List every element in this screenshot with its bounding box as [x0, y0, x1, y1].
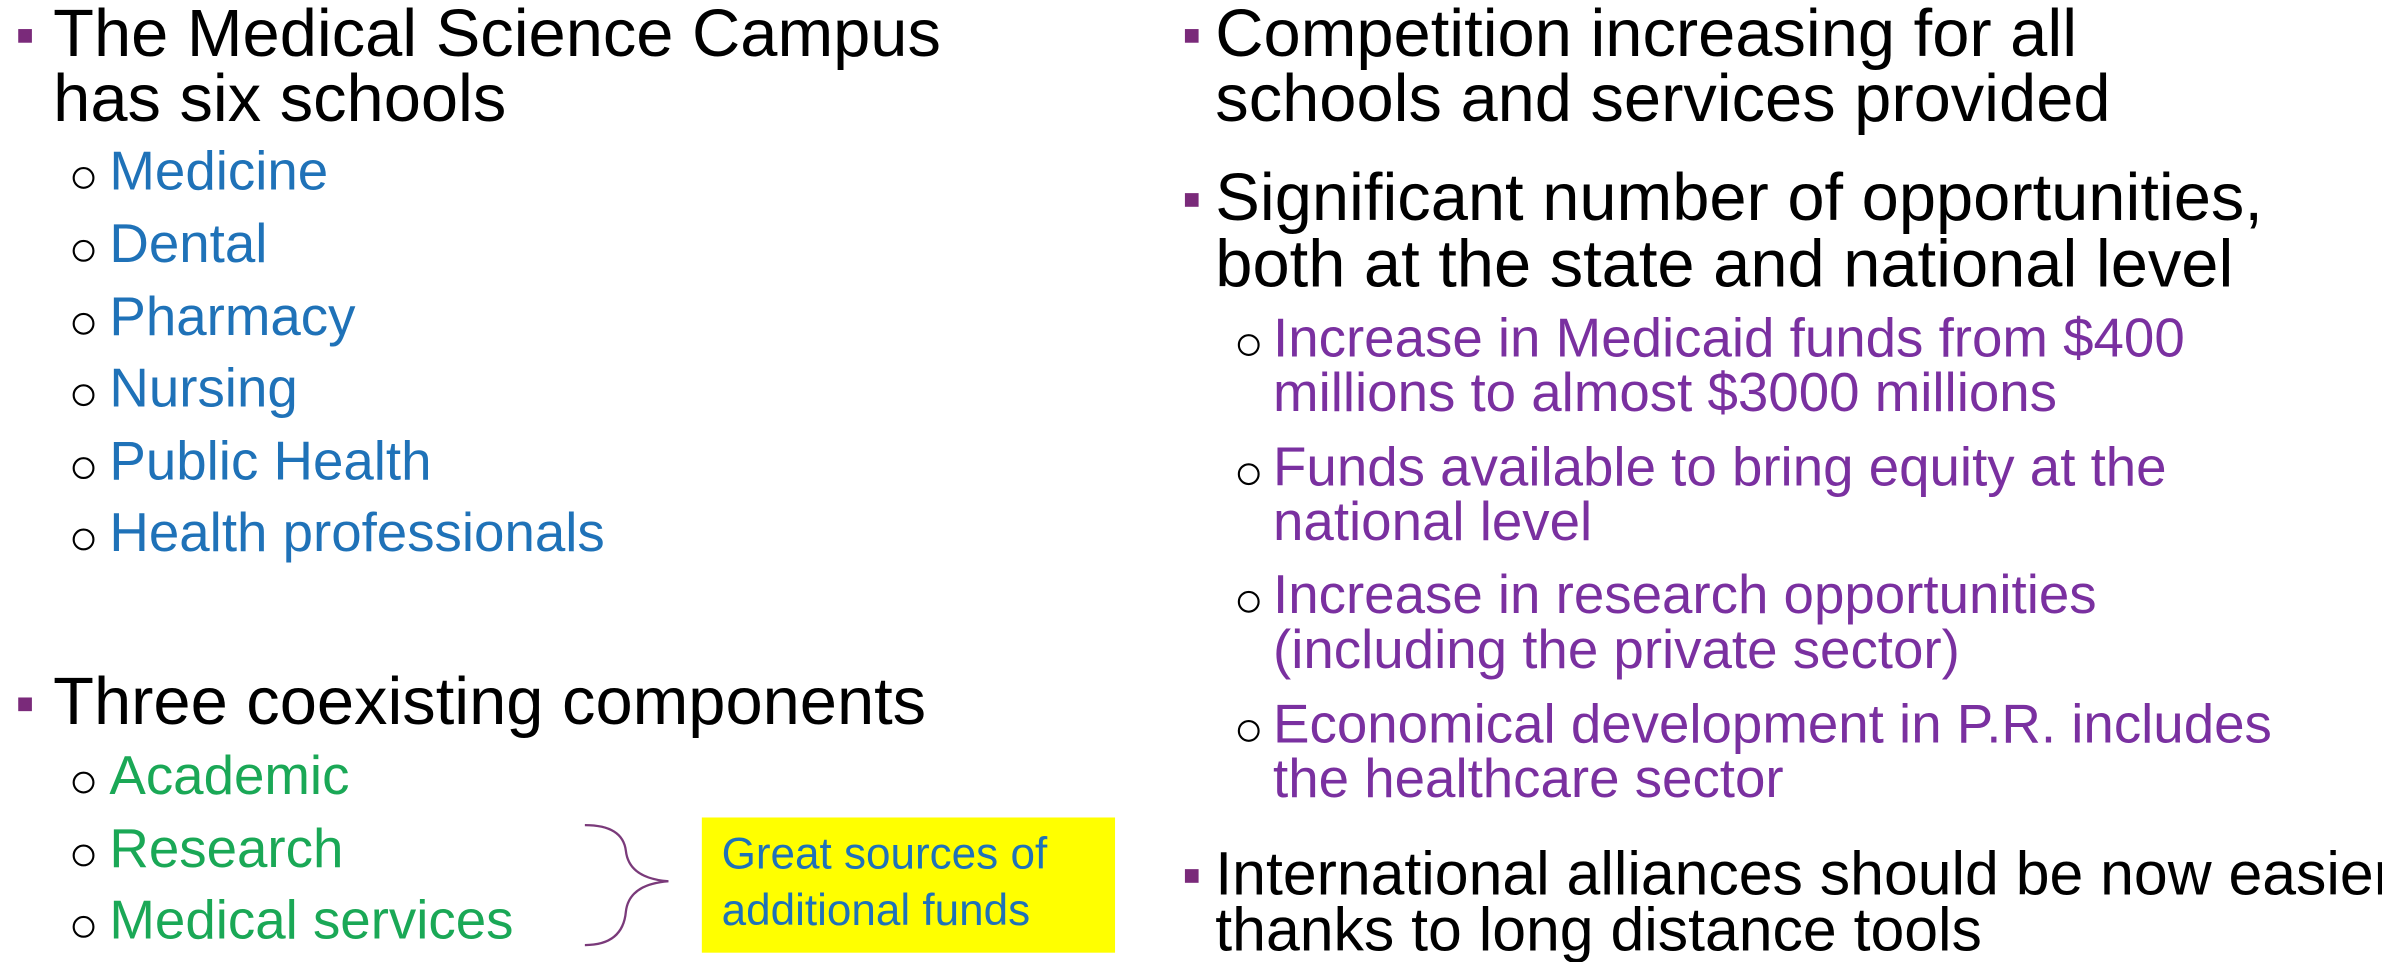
bullet-square: [18, 697, 32, 712]
school-item: Nursing: [109, 357, 297, 419]
opportunity-item: national level: [1273, 490, 1592, 552]
opportunity-item: Funds available to bring equity at the: [1273, 436, 2167, 498]
bullet-square: [1184, 869, 1199, 883]
opportunity-item: the healthcare sector: [1273, 747, 1784, 809]
bullet-circle: [1237, 334, 1260, 356]
bullet-circle: [72, 312, 95, 335]
component-item: Academic: [109, 744, 349, 806]
bullet-text: both at the state and national level: [1215, 227, 2233, 302]
opportunity-item: Economical development in P.R. includes: [1273, 692, 2272, 754]
bullet-circle: [72, 384, 95, 407]
bullet-square: [18, 29, 32, 43]
school-item: Dental: [109, 212, 267, 274]
note-box: [701, 817, 1116, 953]
bullet-circle: [72, 166, 95, 189]
bullet-text: has six schools: [53, 61, 506, 136]
bullet-text: Competition increasing for all: [1215, 0, 2077, 71]
bullet-text: The Medical Science Campus: [53, 0, 941, 71]
opportunity-item: (including the private sector): [1273, 618, 1960, 680]
component-item: Research: [109, 817, 343, 879]
opportunity-item: Increase in research opportunities: [1273, 563, 2097, 625]
bullet-text: Three coexisting components: [53, 664, 926, 739]
bullet-circle: [1237, 463, 1260, 486]
school-item: Health professionals: [109, 501, 604, 563]
bullet-circle: [1237, 719, 1260, 742]
brace: [584, 823, 669, 947]
school-item: Pharmacy: [109, 285, 356, 347]
note-text: Great sources of: [722, 830, 1048, 879]
opportunity-item: Increase in Medicaid funds from $400: [1273, 306, 2185, 368]
bullet-circle: [72, 457, 95, 480]
bullet-text: thanks to long distance tools: [1215, 896, 1982, 962]
bullet-text: International alliances should be now ea…: [1215, 839, 2382, 907]
component-item: Medical services: [109, 888, 513, 950]
bullet-circle: [72, 844, 95, 867]
bullet-circle: [72, 915, 95, 938]
bullet-square: [1184, 193, 1199, 207]
opportunity-item: millions to almost $3000 millions: [1273, 361, 2057, 423]
bullet-text: schools and services provided: [1215, 61, 2110, 136]
bullet-circle: [1237, 590, 1260, 613]
school-item: Medicine: [109, 139, 328, 201]
bullet-circle: [72, 239, 95, 262]
bullet-circle: [72, 771, 95, 794]
bullet-text: Significant number of opportunities,: [1215, 160, 2263, 235]
note-text: additional funds: [722, 886, 1031, 935]
school-item: Public Health: [109, 429, 431, 491]
bullet-circle: [72, 528, 95, 551]
bullet-square: [1184, 29, 1199, 43]
